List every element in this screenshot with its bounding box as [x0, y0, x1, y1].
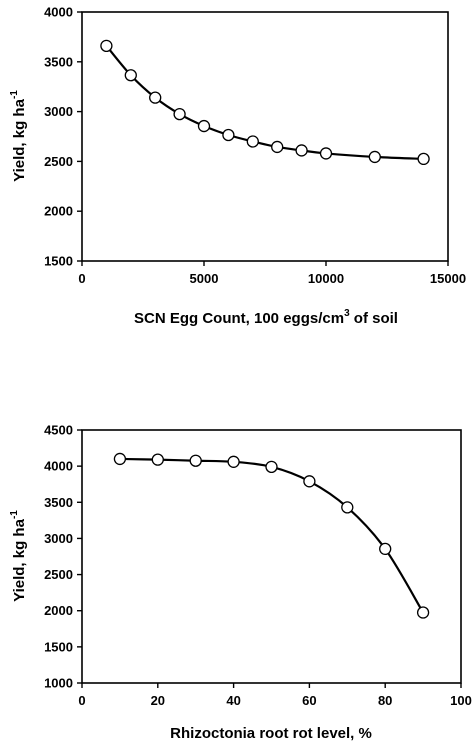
y-tick-label: 1000 — [44, 676, 73, 691]
x-tick-label: 40 — [226, 693, 240, 708]
x-tick-label: 100 — [450, 693, 472, 708]
y-tick-label: 2500 — [44, 567, 73, 582]
series-line — [119, 457, 425, 614]
x-tick-label: 5000 — [190, 271, 219, 286]
data-point — [151, 453, 164, 466]
plot-frame — [81, 11, 449, 262]
y-tick-label: 3000 — [44, 531, 73, 546]
data-point — [222, 128, 235, 142]
x-tick-label: 60 — [302, 693, 316, 708]
y-tick-label: 1500 — [44, 254, 73, 269]
x-axis-title: Rhizoctonia root rot level, % — [170, 725, 372, 742]
data-point — [124, 69, 137, 82]
y-axis: 1500 2000 2500 3000 3500 4000 — [44, 5, 82, 269]
y-tick-label: 2000 — [44, 603, 73, 618]
y-axis: 1000 1500 2000 2500 3000 3500 4000 4500 — [44, 423, 82, 691]
data-point — [227, 455, 240, 468]
data-point — [271, 140, 284, 154]
series-markers — [100, 39, 430, 166]
y-tick-label: 2000 — [44, 204, 73, 219]
y-axis-title: Yield, kg ha-1 — [9, 510, 28, 602]
y-axis-title: Yield, kg ha-1 — [9, 90, 28, 182]
y-tick-label: 3500 — [44, 495, 73, 510]
data-point — [341, 501, 354, 514]
data-point — [246, 135, 259, 148]
y-tick-label: 4000 — [44, 5, 73, 20]
x-tick-label: 0 — [78, 693, 85, 708]
data-point — [368, 150, 381, 164]
data-point — [100, 39, 113, 53]
y-tick-label: 4500 — [44, 423, 73, 438]
data-point — [149, 91, 162, 104]
x-tick-label: 80 — [378, 693, 392, 708]
data-point — [417, 152, 430, 166]
x-axis: 0 5000 10000 15000 — [78, 261, 466, 286]
y-tick-label: 3000 — [44, 104, 73, 119]
chart-rhizoctonia-root-rot: 1000 1500 2000 2500 3000 3500 4000 4500 0 20 40 60… — [9, 423, 472, 743]
data-point — [416, 606, 430, 619]
x-tick-label: 0 — [78, 271, 85, 286]
data-point — [173, 107, 186, 121]
plot-frame — [81, 429, 462, 684]
x-axis: 0 20 40 60 80 100 — [78, 683, 472, 708]
data-point — [197, 119, 211, 133]
data-point — [189, 454, 202, 467]
x-tick-label: 15000 — [430, 271, 466, 286]
data-point — [113, 452, 127, 466]
x-tick-label: 10000 — [308, 271, 344, 286]
data-point — [265, 460, 278, 474]
y-tick-label: 3500 — [44, 54, 73, 69]
y-tick-label: 1500 — [44, 639, 73, 654]
data-point — [295, 144, 308, 157]
data-point — [319, 147, 333, 160]
x-tick-label: 20 — [151, 693, 165, 708]
data-point — [303, 475, 316, 488]
chart-scn-egg-count: 1500 2000 2500 3000 3500 4000 0 5000 10000 15000… — [9, 5, 466, 328]
series-markers — [113, 452, 430, 619]
data-point — [379, 542, 392, 556]
y-tick-label: 2500 — [44, 154, 73, 169]
x-axis-title: SCN Egg Count, 100 eggs/cm3 of soil — [134, 308, 398, 327]
y-tick-label: 4000 — [44, 459, 73, 474]
